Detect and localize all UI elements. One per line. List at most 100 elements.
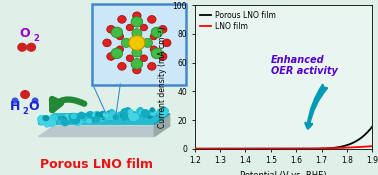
Circle shape	[100, 114, 106, 119]
Porous LNO film	[314, 148, 319, 150]
Circle shape	[77, 118, 81, 122]
Polygon shape	[154, 114, 170, 136]
Circle shape	[150, 108, 155, 112]
Circle shape	[160, 107, 167, 114]
Circle shape	[96, 112, 100, 116]
Circle shape	[91, 117, 97, 122]
Y-axis label: Current density (mA cm⁻²): Current density (mA cm⁻²)	[158, 26, 167, 128]
Text: 2: 2	[22, 107, 28, 116]
Circle shape	[109, 114, 115, 120]
Circle shape	[47, 116, 53, 121]
Circle shape	[110, 114, 116, 120]
Polygon shape	[39, 126, 170, 136]
Circle shape	[127, 113, 134, 120]
Circle shape	[107, 52, 115, 60]
Circle shape	[86, 113, 93, 120]
Circle shape	[163, 39, 171, 47]
Circle shape	[99, 117, 104, 121]
LNO film	[211, 148, 215, 150]
Circle shape	[63, 116, 71, 123]
Porous LNO film	[211, 148, 215, 150]
Circle shape	[105, 113, 113, 120]
Circle shape	[21, 91, 29, 98]
Circle shape	[72, 117, 80, 124]
LNO film	[271, 148, 275, 150]
Circle shape	[77, 116, 82, 120]
Circle shape	[113, 114, 119, 120]
Circle shape	[157, 109, 164, 115]
Circle shape	[133, 66, 141, 74]
Circle shape	[138, 108, 143, 112]
Circle shape	[51, 116, 57, 121]
Line: LNO film: LNO film	[195, 146, 372, 149]
Circle shape	[126, 24, 133, 31]
Circle shape	[39, 121, 43, 124]
Circle shape	[158, 53, 167, 60]
Circle shape	[69, 113, 77, 121]
Circle shape	[163, 108, 168, 113]
Circle shape	[124, 108, 131, 114]
Legend: Porous LNO film, LNO film: Porous LNO film, LNO film	[198, 9, 277, 32]
Circle shape	[87, 119, 91, 123]
Porous LNO film	[192, 148, 197, 150]
Circle shape	[64, 115, 70, 120]
Circle shape	[33, 98, 38, 103]
Circle shape	[139, 111, 144, 115]
Circle shape	[140, 55, 147, 62]
Circle shape	[100, 111, 106, 117]
LNO film	[370, 145, 375, 147]
Text: Enhanced
OER activity: Enhanced OER activity	[271, 55, 338, 76]
Circle shape	[107, 26, 115, 33]
Polygon shape	[154, 114, 170, 124]
Circle shape	[86, 112, 94, 119]
Circle shape	[81, 117, 87, 122]
Circle shape	[141, 110, 149, 117]
Circle shape	[103, 113, 107, 116]
Circle shape	[144, 111, 147, 114]
Circle shape	[60, 117, 67, 122]
Circle shape	[128, 110, 133, 114]
Circle shape	[140, 24, 147, 31]
Porous LNO film	[331, 147, 335, 149]
Circle shape	[38, 116, 46, 123]
Circle shape	[147, 111, 153, 117]
Circle shape	[44, 119, 52, 127]
Line: Porous LNO film: Porous LNO film	[195, 127, 372, 149]
Circle shape	[39, 119, 44, 125]
Circle shape	[122, 115, 127, 120]
FancyArrowPatch shape	[52, 99, 84, 110]
X-axis label: Potential (V vs. RHE): Potential (V vs. RHE)	[240, 171, 327, 175]
Circle shape	[121, 109, 129, 116]
Circle shape	[150, 46, 158, 52]
Circle shape	[51, 116, 57, 121]
Circle shape	[101, 112, 108, 118]
Text: O: O	[19, 27, 30, 40]
Porous LNO film	[370, 125, 375, 128]
Circle shape	[131, 17, 143, 27]
Circle shape	[131, 112, 138, 119]
Circle shape	[129, 36, 145, 50]
Circle shape	[103, 39, 111, 47]
Circle shape	[147, 16, 156, 23]
Polygon shape	[39, 114, 170, 124]
Text: 2: 2	[33, 34, 39, 43]
Circle shape	[57, 121, 61, 124]
Circle shape	[74, 118, 82, 125]
Circle shape	[111, 48, 122, 59]
Text: H: H	[10, 100, 20, 113]
Circle shape	[151, 27, 163, 38]
Circle shape	[118, 62, 126, 70]
Circle shape	[93, 112, 101, 118]
Circle shape	[150, 33, 158, 40]
Circle shape	[129, 114, 133, 118]
Circle shape	[158, 26, 167, 33]
Circle shape	[109, 110, 115, 115]
LNO film	[334, 147, 339, 149]
Circle shape	[98, 113, 102, 117]
LNO film	[264, 148, 269, 150]
Circle shape	[118, 16, 126, 23]
Circle shape	[131, 59, 143, 69]
Circle shape	[107, 111, 112, 115]
Circle shape	[156, 112, 161, 117]
Circle shape	[43, 116, 49, 121]
